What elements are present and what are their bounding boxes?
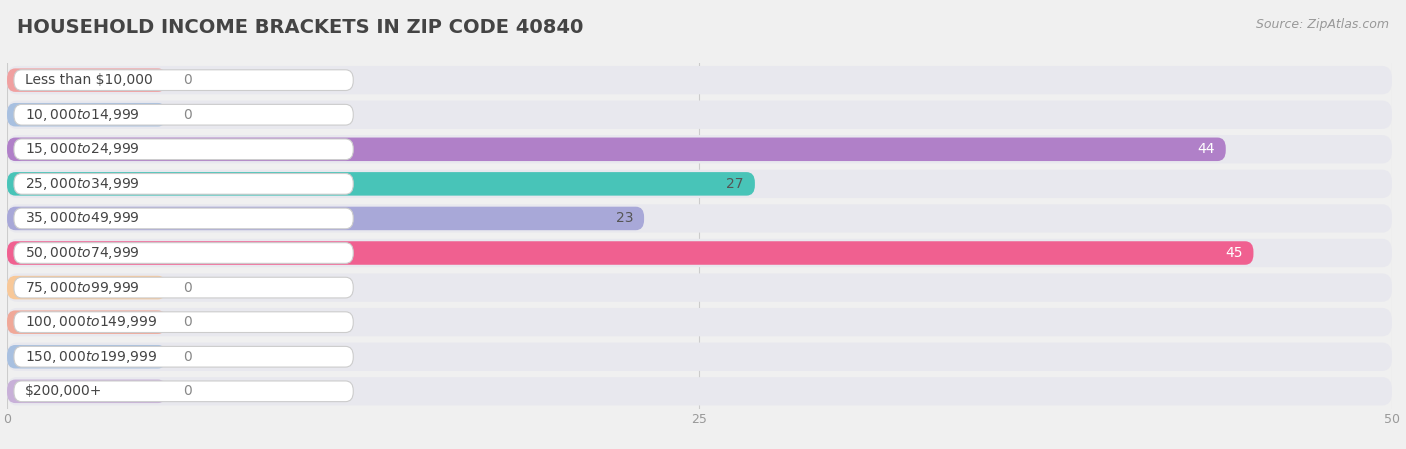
Text: $25,000 to $34,999: $25,000 to $34,999	[25, 176, 139, 192]
FancyBboxPatch shape	[7, 308, 1392, 336]
Text: 0: 0	[183, 281, 191, 295]
Text: $150,000 to $199,999: $150,000 to $199,999	[25, 349, 157, 365]
Text: $200,000+: $200,000+	[25, 384, 103, 398]
Text: 45: 45	[1225, 246, 1243, 260]
FancyBboxPatch shape	[7, 239, 1392, 267]
FancyBboxPatch shape	[7, 172, 755, 196]
FancyBboxPatch shape	[7, 273, 1392, 302]
FancyBboxPatch shape	[7, 379, 166, 403]
FancyBboxPatch shape	[7, 276, 166, 299]
FancyBboxPatch shape	[7, 204, 1392, 233]
Text: $10,000 to $14,999: $10,000 to $14,999	[25, 107, 139, 123]
FancyBboxPatch shape	[7, 66, 1392, 94]
FancyBboxPatch shape	[7, 207, 644, 230]
Text: 0: 0	[183, 384, 191, 398]
Text: 23: 23	[616, 211, 633, 225]
FancyBboxPatch shape	[14, 381, 353, 402]
FancyBboxPatch shape	[14, 173, 353, 194]
FancyBboxPatch shape	[7, 137, 1226, 161]
Text: $15,000 to $24,999: $15,000 to $24,999	[25, 141, 139, 157]
FancyBboxPatch shape	[7, 135, 1392, 163]
FancyBboxPatch shape	[7, 170, 1392, 198]
Text: 0: 0	[183, 315, 191, 329]
FancyBboxPatch shape	[14, 242, 353, 264]
FancyBboxPatch shape	[7, 377, 1392, 405]
FancyBboxPatch shape	[14, 139, 353, 160]
Text: 0: 0	[183, 350, 191, 364]
Text: $100,000 to $149,999: $100,000 to $149,999	[25, 314, 157, 330]
Text: Source: ZipAtlas.com: Source: ZipAtlas.com	[1256, 18, 1389, 31]
FancyBboxPatch shape	[14, 70, 353, 91]
Text: Less than $10,000: Less than $10,000	[25, 73, 153, 87]
Text: 44: 44	[1197, 142, 1215, 156]
FancyBboxPatch shape	[7, 345, 166, 369]
Text: 0: 0	[183, 73, 191, 87]
FancyBboxPatch shape	[7, 101, 1392, 129]
FancyBboxPatch shape	[7, 68, 166, 92]
FancyBboxPatch shape	[7, 103, 166, 127]
FancyBboxPatch shape	[7, 343, 1392, 371]
Text: 27: 27	[727, 177, 744, 191]
Text: $75,000 to $99,999: $75,000 to $99,999	[25, 280, 139, 295]
Text: $35,000 to $49,999: $35,000 to $49,999	[25, 211, 139, 226]
FancyBboxPatch shape	[7, 310, 166, 334]
FancyBboxPatch shape	[14, 208, 353, 229]
FancyBboxPatch shape	[14, 346, 353, 367]
Text: $50,000 to $74,999: $50,000 to $74,999	[25, 245, 139, 261]
Text: 0: 0	[183, 108, 191, 122]
FancyBboxPatch shape	[14, 312, 353, 333]
FancyBboxPatch shape	[7, 241, 1254, 265]
FancyBboxPatch shape	[14, 277, 353, 298]
FancyBboxPatch shape	[14, 104, 353, 125]
Text: HOUSEHOLD INCOME BRACKETS IN ZIP CODE 40840: HOUSEHOLD INCOME BRACKETS IN ZIP CODE 40…	[17, 18, 583, 37]
